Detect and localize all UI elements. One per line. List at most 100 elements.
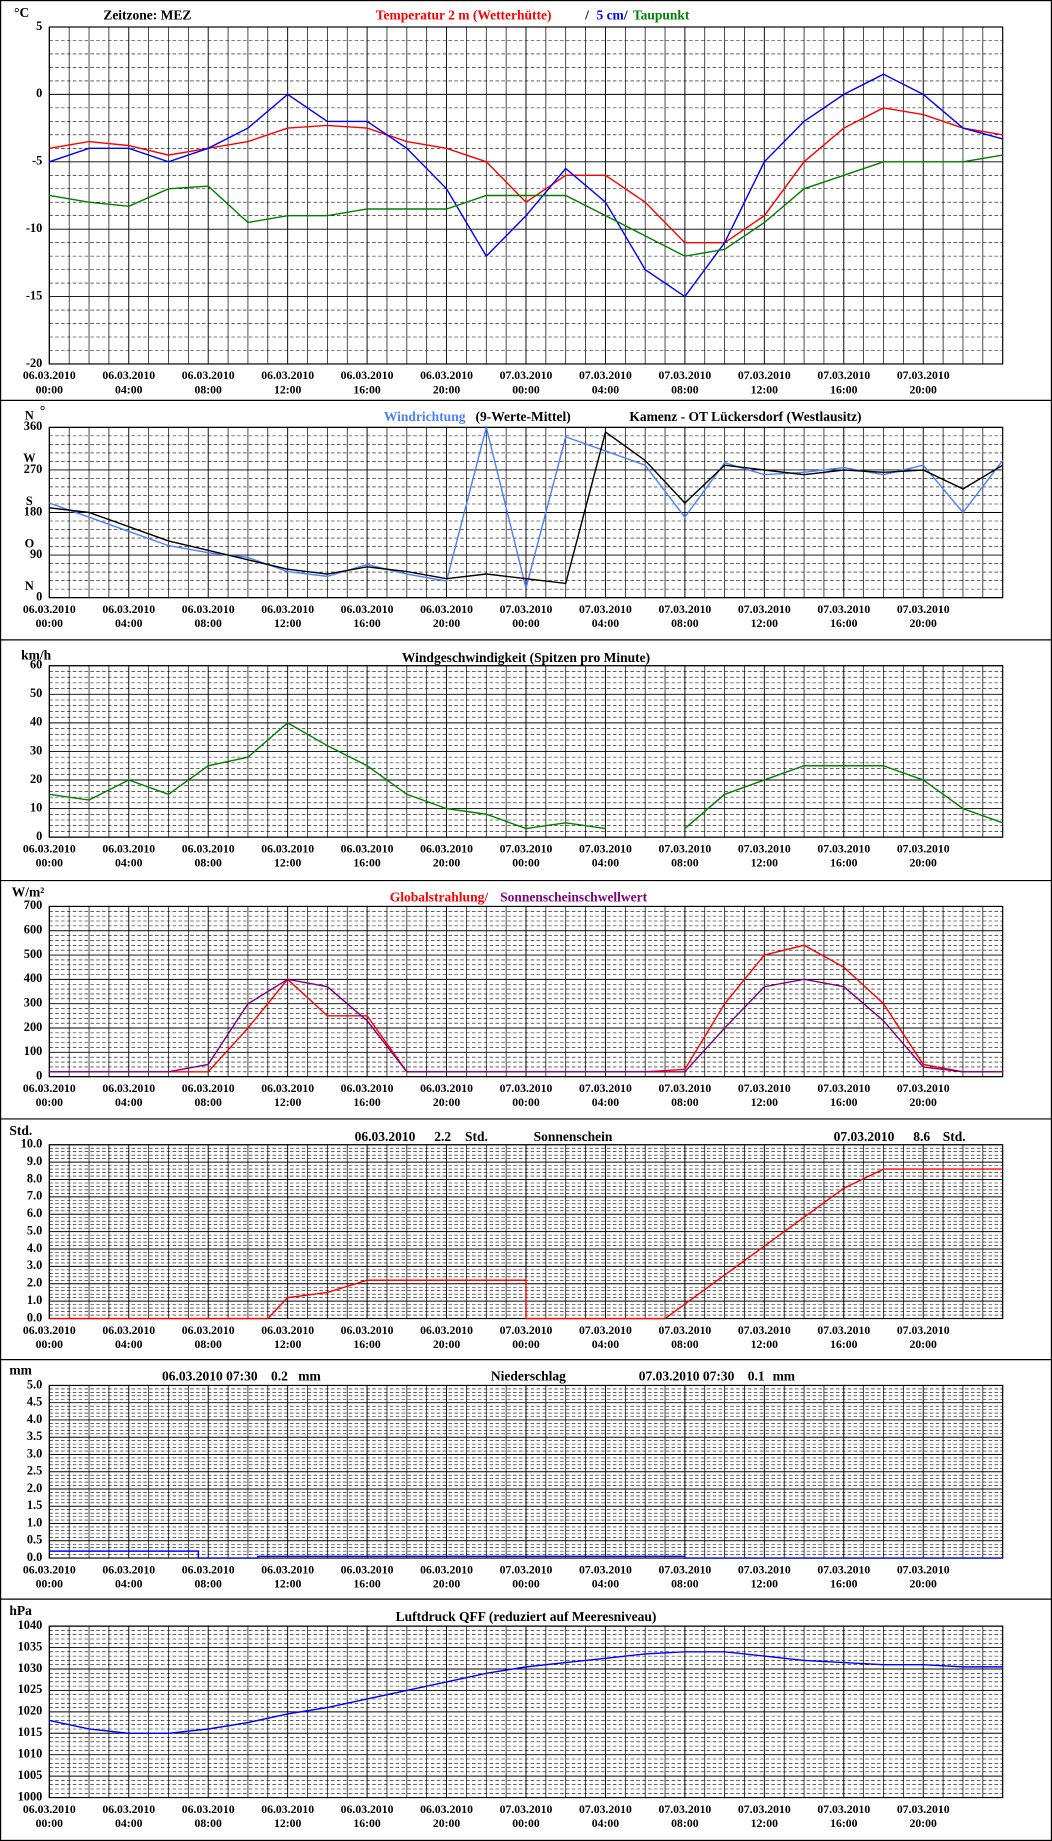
legend_separator: / bbox=[584, 8, 589, 23]
ylabel: hPa bbox=[9, 1603, 32, 1618]
ylabel: °C bbox=[14, 5, 29, 20]
x-tick-label: 07.03.2010 20:00 bbox=[896, 843, 950, 871]
annotations-date: 07.03.2010 07:30 bbox=[639, 1368, 735, 1383]
x-tick-label: 06.03.2010 04:00 bbox=[102, 843, 156, 871]
x-tick-label: 07.03.2010 04:00 bbox=[579, 369, 632, 397]
x-tick-label: 06.03.2010 12:00 bbox=[261, 843, 315, 871]
y-tick-label: 1.0 bbox=[27, 1515, 42, 1529]
title: Luftdruck QFF (reduziert auf Meeresnivea… bbox=[396, 1609, 657, 1624]
x-tick-label-box: 06.03.2010 08:00 bbox=[182, 603, 235, 630]
x-tick-label: 07.03.2010 08:00 bbox=[658, 1324, 712, 1352]
x-tick-label-box: 06.03.2010 16:00 bbox=[340, 369, 394, 397]
annotations-unit: Std. bbox=[465, 1129, 488, 1144]
y-tick-label: 1010 bbox=[18, 1747, 43, 1761]
x-tick-label: 06.03.2010 20:00 bbox=[420, 369, 473, 397]
y-tick-label: 1035 bbox=[18, 1639, 43, 1653]
x-tick-label-box: 06.03.2010 04:00 bbox=[102, 1564, 155, 1591]
x-tick-label: 07.03.2010 00:00 bbox=[499, 843, 553, 871]
y-tick-label: 40 bbox=[30, 715, 42, 729]
title: Windgeschwindigkeit (Spitzen pro Minute) bbox=[402, 650, 650, 665]
ylabel: W/m² bbox=[12, 885, 45, 900]
y-tick-label: 30 bbox=[30, 743, 42, 757]
x-tick-label: 06.03.2010 00:00 bbox=[22, 369, 76, 397]
x-tick-label: 06.03.2010 12:00 bbox=[261, 1563, 315, 1591]
y-tick-label: 6.0 bbox=[27, 1206, 42, 1220]
x-tick-label-box: 06.03.2010 12:00 bbox=[261, 1324, 314, 1351]
annotations-date: 07.03.2010 bbox=[834, 1129, 895, 1144]
y-tick-label: 5.0 bbox=[27, 1377, 42, 1391]
x-tick-label: 06.03.2010 16:00 bbox=[340, 1803, 394, 1831]
x-tick-label-box: 06.03.2010 04:00 bbox=[102, 1803, 155, 1830]
y-tick-label: 3.0 bbox=[27, 1446, 42, 1460]
x-tick-label: 07.03.2010 00:00 bbox=[499, 603, 553, 631]
series-line bbox=[49, 430, 1004, 585]
x-tick-label-box: 06.03.2010 04:00 bbox=[102, 843, 156, 871]
y-tick-label: 4.0 bbox=[27, 1412, 42, 1426]
x-tick-label-box: 07.03.2010 00:00 bbox=[500, 370, 553, 397]
y-compass-label: W bbox=[23, 451, 36, 465]
y-tick-label: 0.0 bbox=[27, 1310, 42, 1324]
x-tick-label: 07.03.2010 08:00 bbox=[658, 1803, 712, 1831]
y-tick-label: 2.5 bbox=[27, 1464, 42, 1478]
x-tick-label-box: 06.03.2010 16:00 bbox=[340, 1803, 394, 1831]
x-tick-label: 06.03.2010 00:00 bbox=[22, 843, 76, 871]
x-tick-label: 07.03.2010 00:00 bbox=[499, 1803, 553, 1831]
x-tick-label: 06.03.2010 20:00 bbox=[420, 1324, 473, 1352]
x-tick-label-box: 06.03.2010 04:00 bbox=[102, 369, 156, 397]
y-tick-label: 1005 bbox=[18, 1768, 43, 1782]
x-tick-label-box: 07.03.2010 20:00 bbox=[896, 1563, 950, 1591]
x-tick-label-box: 07.03.2010 16:00 bbox=[817, 603, 870, 630]
x-tick-label-box: 06.03.2010 20:00 bbox=[420, 603, 473, 630]
timezone: Zeitzone: MEZ bbox=[103, 8, 191, 23]
y-tick-label: 7.0 bbox=[27, 1189, 42, 1203]
y-tick-label: 1.5 bbox=[27, 1498, 42, 1512]
y-tick-label: -20 bbox=[26, 356, 42, 370]
x-tick-label: 06.03.2010 12:00 bbox=[261, 369, 315, 397]
x-tick-label: 07.03.2010 00:00 bbox=[499, 1324, 553, 1352]
annotations-value: 2.2 bbox=[434, 1129, 451, 1144]
title: Niederschlag bbox=[491, 1368, 566, 1383]
x-tick-label: 07.03.2010 04:00 bbox=[579, 603, 632, 631]
x-tick-label-box: 07.03.2010 04:00 bbox=[579, 1324, 632, 1351]
x-tick-label: 06.03.2010 08:00 bbox=[181, 1563, 235, 1591]
x-tick-label-box: 07.03.2010 08:00 bbox=[658, 370, 711, 397]
x-tick-label: 07.03.2010 20:00 bbox=[896, 1563, 950, 1591]
x-tick-label-box: 06.03.2010 00:00 bbox=[22, 603, 76, 631]
annotations-unit: mm bbox=[773, 1368, 796, 1383]
x-tick-label: 06.03.2010 04:00 bbox=[102, 369, 156, 397]
x-tick-label-box: 07.03.2010 16:00 bbox=[817, 843, 870, 870]
x-tick-label-box: 07.03.2010 20:00 bbox=[897, 603, 950, 630]
x-tick-label-box: 06.03.2010 20:00 bbox=[420, 1083, 473, 1110]
x-tick-label: 07.03.2010 08:00 bbox=[658, 1082, 712, 1110]
x-tick-label: 07.03.2010 16:00 bbox=[817, 369, 871, 397]
x-tick-label-box: 07.03.2010 00:00 bbox=[499, 1324, 553, 1352]
series-name: (9-Werte-Mittel) bbox=[476, 409, 571, 424]
series-line bbox=[49, 1168, 1003, 1320]
x-tick-label-box: 07.03.2010 12:00 bbox=[738, 843, 791, 870]
x-tick-label-box: 07.03.2010 12:00 bbox=[738, 1564, 791, 1591]
x-tick-label-box: 07.03.2010 00:00 bbox=[499, 603, 553, 631]
annotations-date: 06.03.2010 bbox=[355, 1129, 416, 1144]
series-line bbox=[49, 427, 1004, 589]
series-line bbox=[49, 978, 1003, 1073]
chart-panel: 1000 1005 1010 1015 1020 1025 1030 1035 1040 06.0… bbox=[9, 1603, 1004, 1831]
x-tick-label-box: 07.03.2010 16:00 bbox=[817, 1564, 870, 1591]
annotations-value: 8.6 bbox=[913, 1129, 930, 1144]
y-compass-label: N bbox=[25, 579, 34, 593]
x-tick-label: 06.03.2010 20:00 bbox=[420, 843, 473, 871]
x-tick-label-box: 07.03.2010 20:00 bbox=[897, 1803, 950, 1830]
y-tick-label: 10.0 bbox=[21, 1137, 43, 1151]
x-tick-label: 06.03.2010 00:00 bbox=[22, 603, 76, 631]
y-tick-label: 180 bbox=[24, 504, 42, 518]
x-tick-label: 06.03.2010 16:00 bbox=[340, 369, 394, 397]
x-tick-label-box: 07.03.2010 12:00 bbox=[738, 603, 791, 630]
x-tick-label-box: 06.03.2010 00:00 bbox=[23, 1083, 76, 1110]
x-tick-label-box: 06.03.2010 08:00 bbox=[182, 1803, 235, 1830]
x-tick-label-box: 06.03.2010 08:00 bbox=[182, 370, 235, 397]
x-tick-label-box: 07.03.2010 00:00 bbox=[499, 843, 553, 871]
x-tick-label-box: 06.03.2010 12:00 bbox=[261, 1083, 314, 1110]
x-tick-label-box: 06.03.2010 00:00 bbox=[22, 369, 76, 397]
x-tick-label-box: 07.03.2010 20:00 bbox=[897, 370, 950, 397]
y-tick-label: 3.0 bbox=[27, 1258, 42, 1272]
